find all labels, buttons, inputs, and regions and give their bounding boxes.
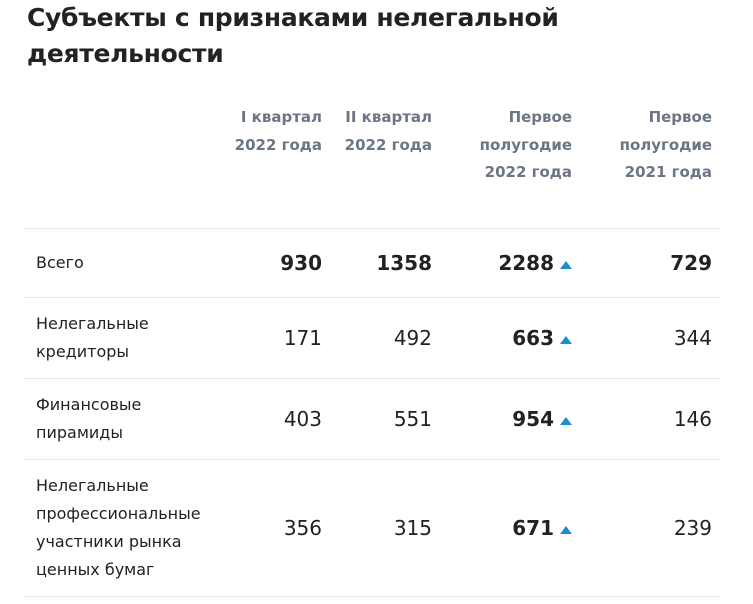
cell-q2: 1358 — [376, 250, 432, 275]
cell-q1: 403 — [283, 406, 322, 431]
table-header-row: I квартал 2022 года II квартал 2022 года… — [24, 100, 720, 228]
column-header-h1-2021: Первое полугодие 2021 года — [619, 108, 712, 181]
cell-h1-2021: 146 — [673, 406, 712, 431]
table-row: Финансовые пирамиды 403 551 954 146 — [24, 378, 720, 459]
cell-h1-2022: 663 — [440, 297, 580, 378]
triangle-up-icon — [560, 260, 572, 269]
cell-value: 2288 — [498, 250, 554, 275]
cell-q1: 356 — [283, 515, 322, 540]
table-row: Всего 930 1358 2288 729 — [24, 228, 720, 297]
cell-h1-2021: 344 — [673, 325, 712, 350]
triangle-up-icon — [560, 416, 572, 425]
column-header-q2: II квартал 2022 года — [344, 108, 432, 154]
page-title: Субъекты с признаками нелегальной деятел… — [27, 3, 559, 68]
cell-q2: 551 — [393, 406, 432, 431]
table-row: Нелегальные профессиональные участники р… — [24, 459, 720, 596]
cell-q1: 171 — [283, 325, 322, 350]
cell-h1-2021: 239 — [673, 515, 712, 540]
row-label: Нелегальные кредиторы — [36, 313, 149, 361]
cell-value: 671 — [512, 515, 554, 540]
row-label: Нелегальные профессиональные участники р… — [36, 475, 201, 579]
cell-value: 663 — [512, 325, 554, 350]
column-header-q1: I квартал 2022 года — [234, 108, 322, 154]
cell-q1: 930 — [280, 250, 322, 275]
cell-h1-2021: 729 — [670, 250, 712, 275]
cell-h1-2022: 954 — [440, 378, 580, 459]
cell-q2: 315 — [393, 515, 432, 540]
cell-h1-2022: 2288 — [440, 228, 580, 297]
row-label: Всего — [36, 252, 84, 272]
cell-value: 954 — [512, 406, 554, 431]
column-header-label — [24, 100, 230, 228]
cell-h1-2022: 671 — [440, 459, 580, 596]
data-table: I квартал 2022 года II квартал 2022 года… — [24, 100, 720, 597]
table-row: Нелегальные кредиторы 171 492 663 344 — [24, 297, 720, 378]
cell-q2: 492 — [393, 325, 432, 350]
triangle-up-icon — [560, 335, 572, 344]
column-header-h1-2022: Первое полугодие 2022 года — [479, 108, 572, 181]
row-label: Финансовые пирамиды — [36, 394, 142, 442]
triangle-up-icon — [560, 525, 572, 534]
